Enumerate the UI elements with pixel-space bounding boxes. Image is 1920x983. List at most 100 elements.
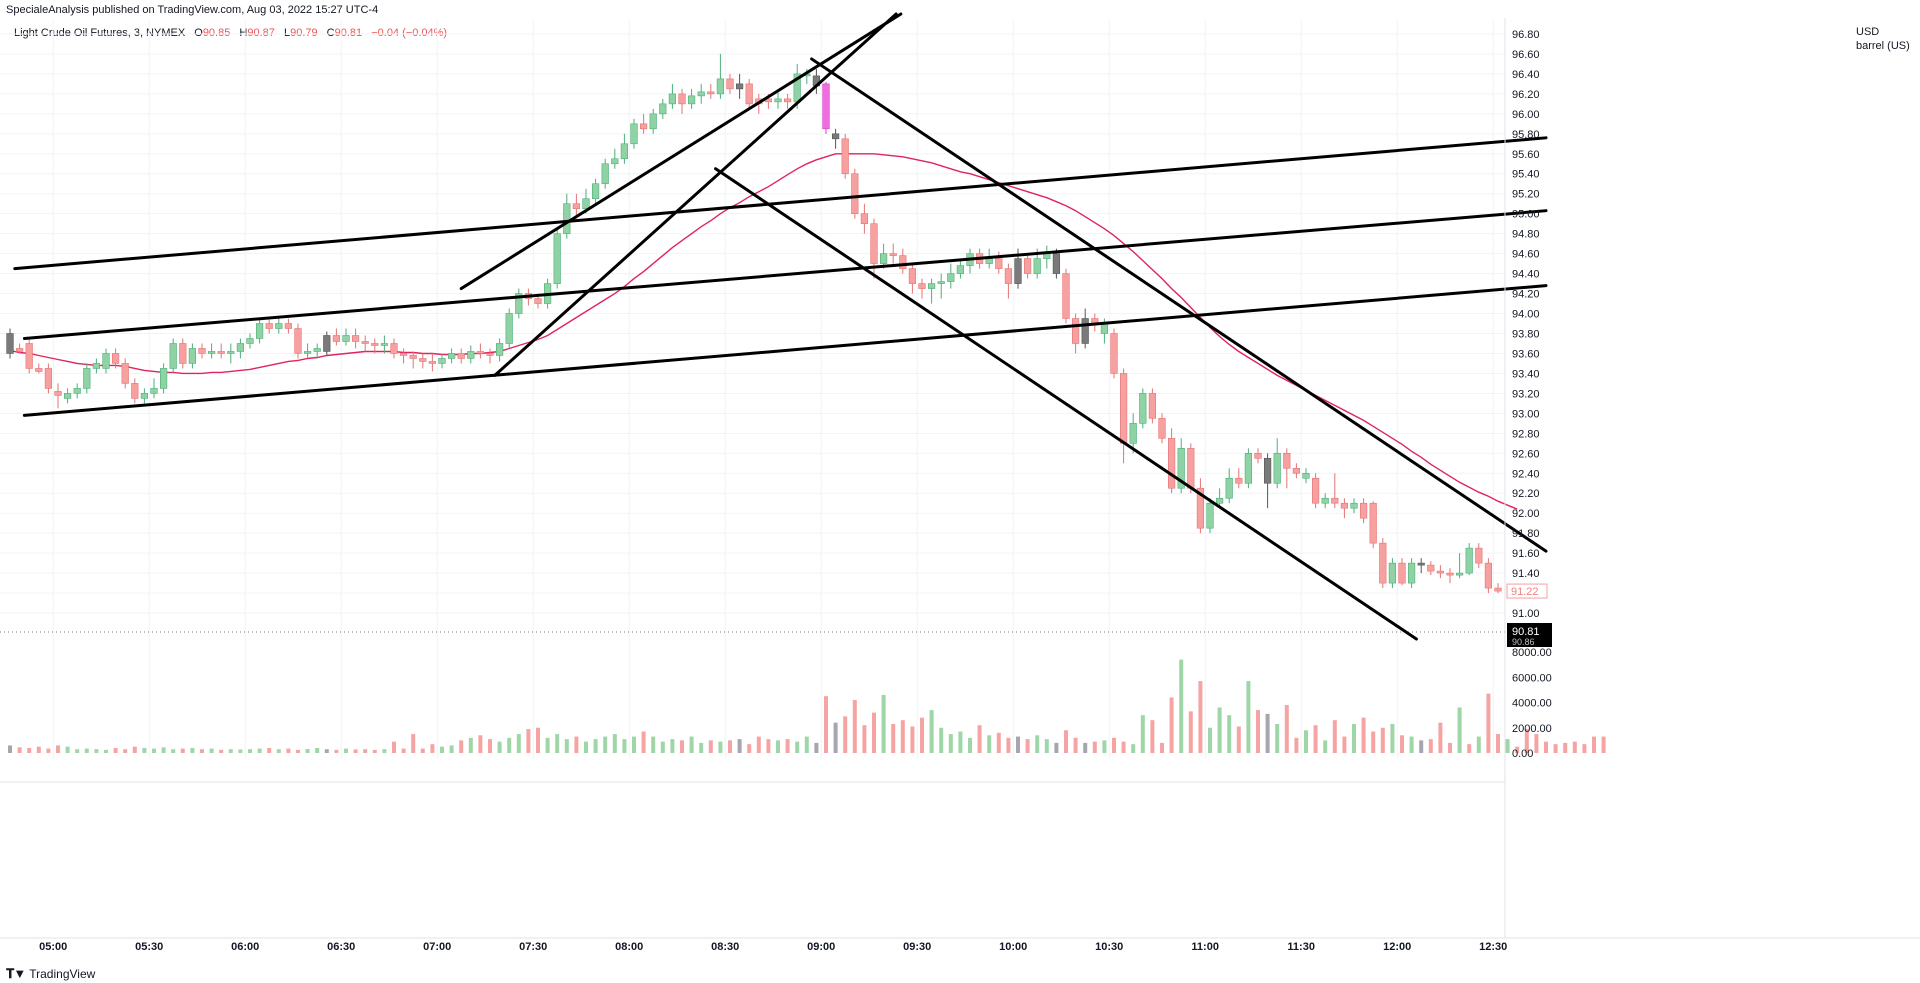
volume-bar (152, 748, 156, 753)
price-tick-label: 96.00 (1512, 109, 1540, 121)
price-tick-label: 94.80 (1512, 229, 1540, 241)
price-tick-label: 92.00 (1512, 508, 1540, 520)
brand-name[interactable]: TradingView (29, 967, 96, 981)
volume-bar (641, 731, 646, 753)
candle (1072, 313, 1080, 354)
volume-bar (296, 749, 300, 753)
volume-bar (1140, 715, 1145, 753)
volume-bar (833, 722, 838, 753)
candle (1398, 558, 1406, 586)
volume-bar (1534, 734, 1539, 753)
candle (1321, 493, 1329, 509)
price-tick-label: 96.40 (1512, 69, 1540, 81)
time-tick-label: 08:00 (615, 941, 643, 953)
volume-bar (248, 749, 252, 753)
volume-bar (257, 748, 262, 753)
candle (1225, 468, 1233, 504)
volume-bar (65, 746, 70, 753)
candle (25, 338, 33, 374)
trendlines[interactable] (13, 12, 1548, 641)
volume-bar (1428, 739, 1433, 753)
volume-bar (353, 749, 358, 753)
candle-body (591, 183, 600, 200)
candle (64, 388, 72, 404)
symbol-name[interactable]: Light Crude Oil Futures, 3, NYMEX (14, 27, 186, 39)
candle (495, 338, 504, 362)
candle (1446, 568, 1454, 584)
candle-body (150, 388, 158, 394)
tradingview-logo-icon[interactable]: 𝐓▼ (6, 966, 26, 981)
candle-body (1312, 477, 1320, 504)
candle-body (1072, 318, 1080, 344)
volume-bar (132, 746, 137, 753)
candle (160, 363, 168, 394)
volume-bar (1169, 697, 1174, 753)
candle-body (1379, 542, 1387, 584)
candle (860, 203, 868, 234)
candle-body (1187, 448, 1195, 489)
candle (1302, 468, 1310, 484)
candle-body (6, 333, 14, 354)
volume-bar (1275, 723, 1280, 753)
candle (6, 328, 14, 359)
candle (419, 353, 427, 369)
volume-bar (977, 725, 982, 753)
candle (831, 128, 840, 149)
volume-bar (612, 734, 617, 753)
candle-body (659, 103, 667, 115)
candle (323, 331, 331, 356)
candle (812, 68, 820, 94)
candle-body (1427, 564, 1435, 572)
volume-bar (488, 739, 492, 753)
prior-price-box (1506, 583, 1548, 599)
candle-body (716, 78, 724, 95)
volume-bar (862, 725, 867, 753)
volume-bar (1553, 744, 1558, 753)
volume-bar (104, 749, 108, 753)
candle (735, 73, 744, 99)
candle (1244, 448, 1252, 489)
candle-body (995, 258, 1003, 269)
volume-bar (891, 723, 896, 753)
candle (1254, 448, 1262, 464)
candle (73, 383, 81, 399)
volume-bar (756, 736, 761, 753)
candle-body (1033, 258, 1041, 274)
candle-body (35, 368, 43, 372)
volume-bar (670, 739, 675, 753)
time-tick-label: 10:30 (1095, 941, 1123, 953)
candle-body (236, 343, 245, 352)
candle-body (44, 368, 52, 389)
low-value: 90.79 (290, 27, 318, 39)
volume-bar (1265, 713, 1270, 753)
volume-bar (440, 746, 444, 753)
last-price-label: 90.81 (1512, 626, 1540, 638)
candle-body (112, 353, 120, 364)
volume-bar (968, 737, 972, 753)
candle (783, 93, 792, 109)
volume-bar (468, 737, 473, 753)
candle-body (284, 323, 293, 329)
candle-body (313, 348, 321, 352)
candle (236, 338, 245, 359)
open-label: O (194, 27, 203, 39)
volume-bar (689, 736, 694, 753)
candle (1369, 501, 1377, 549)
candle (1388, 558, 1396, 589)
price-tick-label: 94.20 (1512, 289, 1540, 301)
candle (1062, 268, 1070, 324)
candle (563, 193, 571, 239)
candle-body (1456, 572, 1464, 576)
candle-body (687, 95, 696, 105)
candle-body (879, 253, 888, 264)
candle (457, 348, 465, 364)
volume-bar (1419, 740, 1424, 753)
volume-bar (939, 727, 944, 753)
candle-body (831, 133, 840, 140)
volume-bar (555, 734, 560, 753)
unit-label: barrel (US) (1856, 40, 1910, 52)
candle (1110, 328, 1118, 379)
candle-body (611, 158, 619, 165)
candle-body (169, 343, 177, 369)
